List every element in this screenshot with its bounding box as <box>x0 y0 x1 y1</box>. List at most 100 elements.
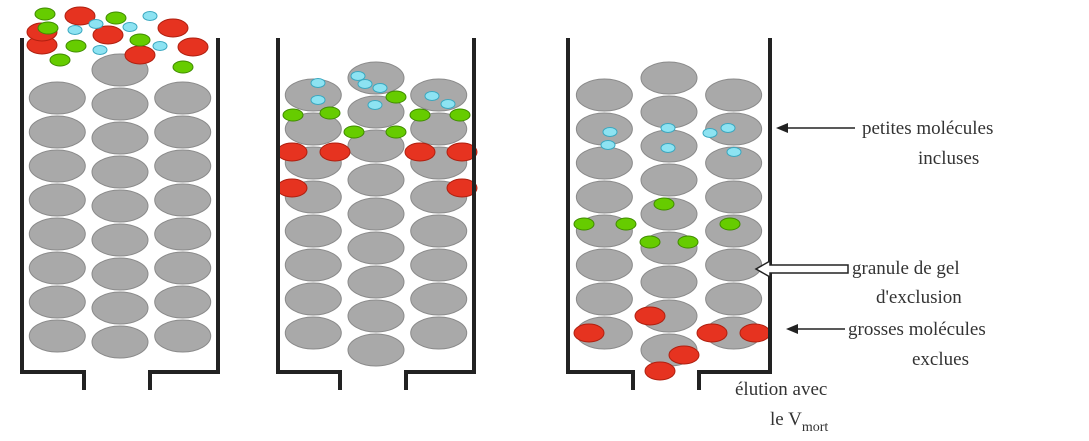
gel-bead <box>28 285 86 319</box>
medium-molecule <box>282 108 304 122</box>
medium-molecule <box>409 108 431 122</box>
large-molecule <box>64 6 96 26</box>
large-molecule <box>668 345 700 365</box>
medium-molecule <box>719 217 741 231</box>
small-molecule <box>122 22 138 32</box>
gel-bead <box>28 183 86 217</box>
column-wall <box>276 38 476 390</box>
small-molecule <box>600 140 616 150</box>
gel-bead <box>284 316 342 350</box>
gel-bead <box>575 146 633 180</box>
large-molecule <box>446 178 478 198</box>
gel-bead <box>91 155 149 189</box>
gel-bead <box>640 61 698 95</box>
gel-bead <box>28 217 86 251</box>
gel-bead <box>28 319 86 353</box>
gel-bead <box>91 257 149 291</box>
gel-bead <box>28 115 86 149</box>
subscript: mort <box>802 420 829 435</box>
gel-bead <box>705 180 763 214</box>
medium-molecule <box>449 108 471 122</box>
arrow-head <box>786 324 798 334</box>
gel-bead <box>410 316 468 350</box>
medium-molecule <box>343 125 365 139</box>
gel-bead <box>154 285 212 319</box>
gel-bead <box>575 180 633 214</box>
gel-bead <box>284 112 342 146</box>
column-wall <box>566 38 772 390</box>
gel-bead <box>154 183 212 217</box>
gel-bead <box>705 78 763 112</box>
gel-bead <box>91 325 149 359</box>
large-molecule <box>177 37 209 57</box>
small-molecule <box>67 25 83 35</box>
medium-molecule <box>34 7 56 21</box>
medium-molecule <box>172 60 194 74</box>
column-wall <box>20 38 220 390</box>
small-molecule <box>88 19 104 29</box>
medium-molecule <box>677 235 699 249</box>
small-molecule <box>720 123 736 133</box>
medium-molecule <box>653 197 675 211</box>
gel-bead <box>640 265 698 299</box>
medium-molecule <box>37 21 59 35</box>
gel-bead <box>575 78 633 112</box>
gel-bead <box>410 282 468 316</box>
large-molecule <box>92 25 124 45</box>
small-molecule <box>440 99 456 109</box>
gel-bead <box>154 319 212 353</box>
large-molecule <box>739 323 771 343</box>
small-molecule <box>357 79 373 89</box>
medium-molecule <box>573 217 595 231</box>
gel-bead <box>347 333 405 367</box>
label: exclues <box>912 349 969 370</box>
gel-bead <box>410 214 468 248</box>
large-molecule <box>276 178 308 198</box>
medium-molecule <box>639 235 661 249</box>
large-molecule <box>157 18 189 38</box>
small-molecule <box>660 143 676 153</box>
gel-bead <box>347 163 405 197</box>
medium-molecule <box>129 33 151 47</box>
large-molecule <box>644 361 676 381</box>
label: d'exclusion <box>876 287 962 308</box>
small-molecule <box>660 123 676 133</box>
gel-bead <box>284 282 342 316</box>
arrow-head <box>776 123 788 133</box>
gel-bead <box>575 248 633 282</box>
label-part: le V <box>770 409 802 430</box>
medium-molecule <box>65 39 87 53</box>
gel-bead <box>640 163 698 197</box>
gel-bead <box>347 129 405 163</box>
gel-bead <box>410 248 468 282</box>
gel-bead <box>154 149 212 183</box>
gel-bead <box>154 217 212 251</box>
gel-bead <box>575 282 633 316</box>
gel-beads <box>28 53 763 367</box>
gel-bead <box>705 282 763 316</box>
gel-bead <box>91 87 149 121</box>
large-molecule <box>124 45 156 65</box>
label: grosses molécules <box>848 319 986 340</box>
molecules <box>26 6 771 381</box>
small-molecule <box>142 11 158 21</box>
small-molecule <box>726 147 742 157</box>
small-molecule <box>92 45 108 55</box>
gel-bead <box>347 299 405 333</box>
large-molecule <box>404 142 436 162</box>
gel-bead <box>284 78 342 112</box>
medium-molecule <box>615 217 637 231</box>
gel-bead <box>705 248 763 282</box>
gel-bead <box>347 265 405 299</box>
gel-bead <box>91 121 149 155</box>
large-molecule <box>276 142 308 162</box>
gel-bead <box>154 251 212 285</box>
gel-bead <box>410 112 468 146</box>
gel-bead <box>347 95 405 129</box>
large-molecule <box>573 323 605 343</box>
large-molecule <box>319 142 351 162</box>
small-molecule <box>702 128 718 138</box>
gel-bead <box>284 214 342 248</box>
small-molecule <box>602 127 618 137</box>
